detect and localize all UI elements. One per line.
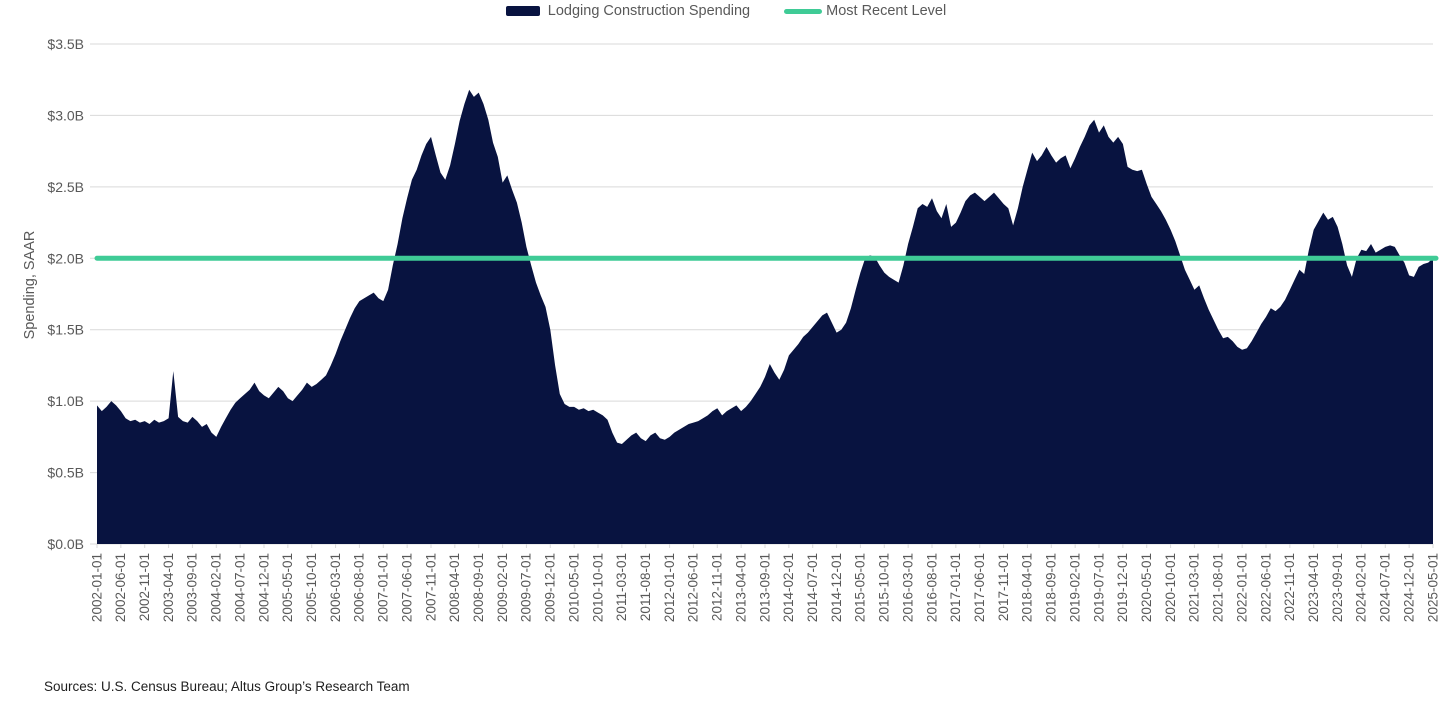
x-tick-label: 2017-11-01 xyxy=(996,553,1011,621)
x-tick-label: 2003-09-01 xyxy=(185,553,200,622)
x-tick-label: 2020-05-01 xyxy=(1139,553,1154,622)
x-tick-label: 2023-04-01 xyxy=(1306,553,1321,622)
x-tick-label: 2022-06-01 xyxy=(1258,553,1273,622)
x-tick-label: 2007-11-01 xyxy=(423,553,438,621)
x-tick-label: 2008-04-01 xyxy=(447,553,462,622)
y-tick-label: $2.5B xyxy=(47,179,84,195)
x-tick-label: 2008-09-01 xyxy=(471,553,486,622)
x-tick-label: 2020-10-01 xyxy=(1163,553,1178,622)
y-tick-label: $3.5B xyxy=(47,36,84,52)
sources-note: Sources: U.S. Census Bureau; Altus Group… xyxy=(44,679,410,694)
x-tick-label: 2025-05-01 xyxy=(1425,553,1440,622)
x-tick-label: 2004-02-01 xyxy=(209,553,224,622)
x-tick-label: 2019-07-01 xyxy=(1091,553,1106,622)
x-tick-label: 2016-08-01 xyxy=(924,553,939,622)
legend: Lodging Construction Spending Most Recen… xyxy=(0,3,1452,19)
x-tick-label: 2002-06-01 xyxy=(113,553,128,622)
x-tick-label: 2011-08-01 xyxy=(638,553,653,621)
x-tick-label: 2009-12-01 xyxy=(543,553,558,622)
x-tick-label: 2022-11-01 xyxy=(1282,553,1297,621)
x-tick-label: 2006-03-01 xyxy=(328,553,343,622)
line-series-swatch-icon xyxy=(784,8,823,14)
x-tick-label: 2021-08-01 xyxy=(1211,553,1226,622)
x-tick-label: 2002-01-01 xyxy=(89,553,104,622)
legend-label-lodging-spending: Lodging Construction Spending xyxy=(547,3,751,19)
x-tick-label: 2012-06-01 xyxy=(686,553,701,622)
x-tick-label: 2004-07-01 xyxy=(232,553,247,622)
x-tick-label: 2024-12-01 xyxy=(1401,553,1416,622)
legend-label-most-recent-level: Most Recent Level xyxy=(826,3,947,19)
x-tick-label: 2019-02-01 xyxy=(1067,553,1082,622)
x-tick-label: 2010-10-01 xyxy=(590,553,605,622)
x-tick-label: 2023-09-01 xyxy=(1330,553,1345,622)
x-tick-label: 2014-12-01 xyxy=(829,553,844,622)
legend-item-lodging-spending[interactable]: Lodging Construction Spending xyxy=(505,3,751,19)
x-tick-label: 2014-02-01 xyxy=(781,553,796,622)
x-tick-label: 2007-01-01 xyxy=(376,553,391,622)
x-tick-label: 2005-10-01 xyxy=(304,553,319,622)
x-tick-label: 2015-10-01 xyxy=(877,553,892,622)
x-tick-label: 2005-05-01 xyxy=(280,553,295,622)
x-tick-label: 2003-04-01 xyxy=(161,553,176,622)
x-tick-label: 2019-12-01 xyxy=(1115,553,1130,622)
y-tick-label: $0.5B xyxy=(47,465,84,481)
x-tick-label: 2009-02-01 xyxy=(495,553,510,622)
x-tick-label: 2022-01-01 xyxy=(1234,553,1249,622)
x-tick-label: 2021-03-01 xyxy=(1187,553,1202,622)
x-tick-label: 2013-04-01 xyxy=(733,553,748,622)
x-tick-label: 2004-12-01 xyxy=(256,553,271,622)
x-tick-label: 2017-01-01 xyxy=(948,553,963,622)
x-tick-label: 2012-01-01 xyxy=(662,553,677,622)
y-tick-label: $3.0B xyxy=(47,107,84,123)
x-tick-label: 2011-03-01 xyxy=(614,553,629,621)
x-tick-label: 2018-09-01 xyxy=(1044,553,1059,622)
x-tick-label: 2024-07-01 xyxy=(1378,553,1393,622)
x-tick-label: 2006-08-01 xyxy=(352,553,367,622)
x-tick-label: 2015-05-01 xyxy=(853,553,868,622)
x-tick-label: 2002-11-01 xyxy=(137,553,152,621)
x-tick-label: 2016-03-01 xyxy=(900,553,915,622)
x-tick-label: 2018-04-01 xyxy=(1020,553,1035,622)
x-tick-label: 2017-06-01 xyxy=(972,553,987,622)
x-tick-label: 2014-07-01 xyxy=(805,553,820,622)
x-tick-label: 2013-09-01 xyxy=(757,553,772,622)
lodging-spending-area xyxy=(97,89,1433,544)
x-tick-label: 2010-05-01 xyxy=(566,553,581,622)
y-tick-label: $1.5B xyxy=(47,322,84,338)
y-tick-label: $2.0B xyxy=(47,250,84,266)
y-tick-label: $1.0B xyxy=(47,393,84,409)
legend-item-most-recent-level[interactable]: Most Recent Level xyxy=(784,3,946,19)
area-series-swatch-icon xyxy=(505,6,540,16)
x-tick-label: 2012-11-01 xyxy=(710,553,725,621)
y-tick-label: $0.0B xyxy=(47,536,84,552)
chart-svg: $0.0B $0.5B $1.0B $1.5B $2.0B $2.5B $3.0B $3.5B… xyxy=(47,36,1440,622)
x-tick-label: 2007-06-01 xyxy=(399,553,414,622)
x-tick-label: 2009-07-01 xyxy=(519,553,534,622)
x-tick-label: 2024-02-01 xyxy=(1354,553,1369,622)
